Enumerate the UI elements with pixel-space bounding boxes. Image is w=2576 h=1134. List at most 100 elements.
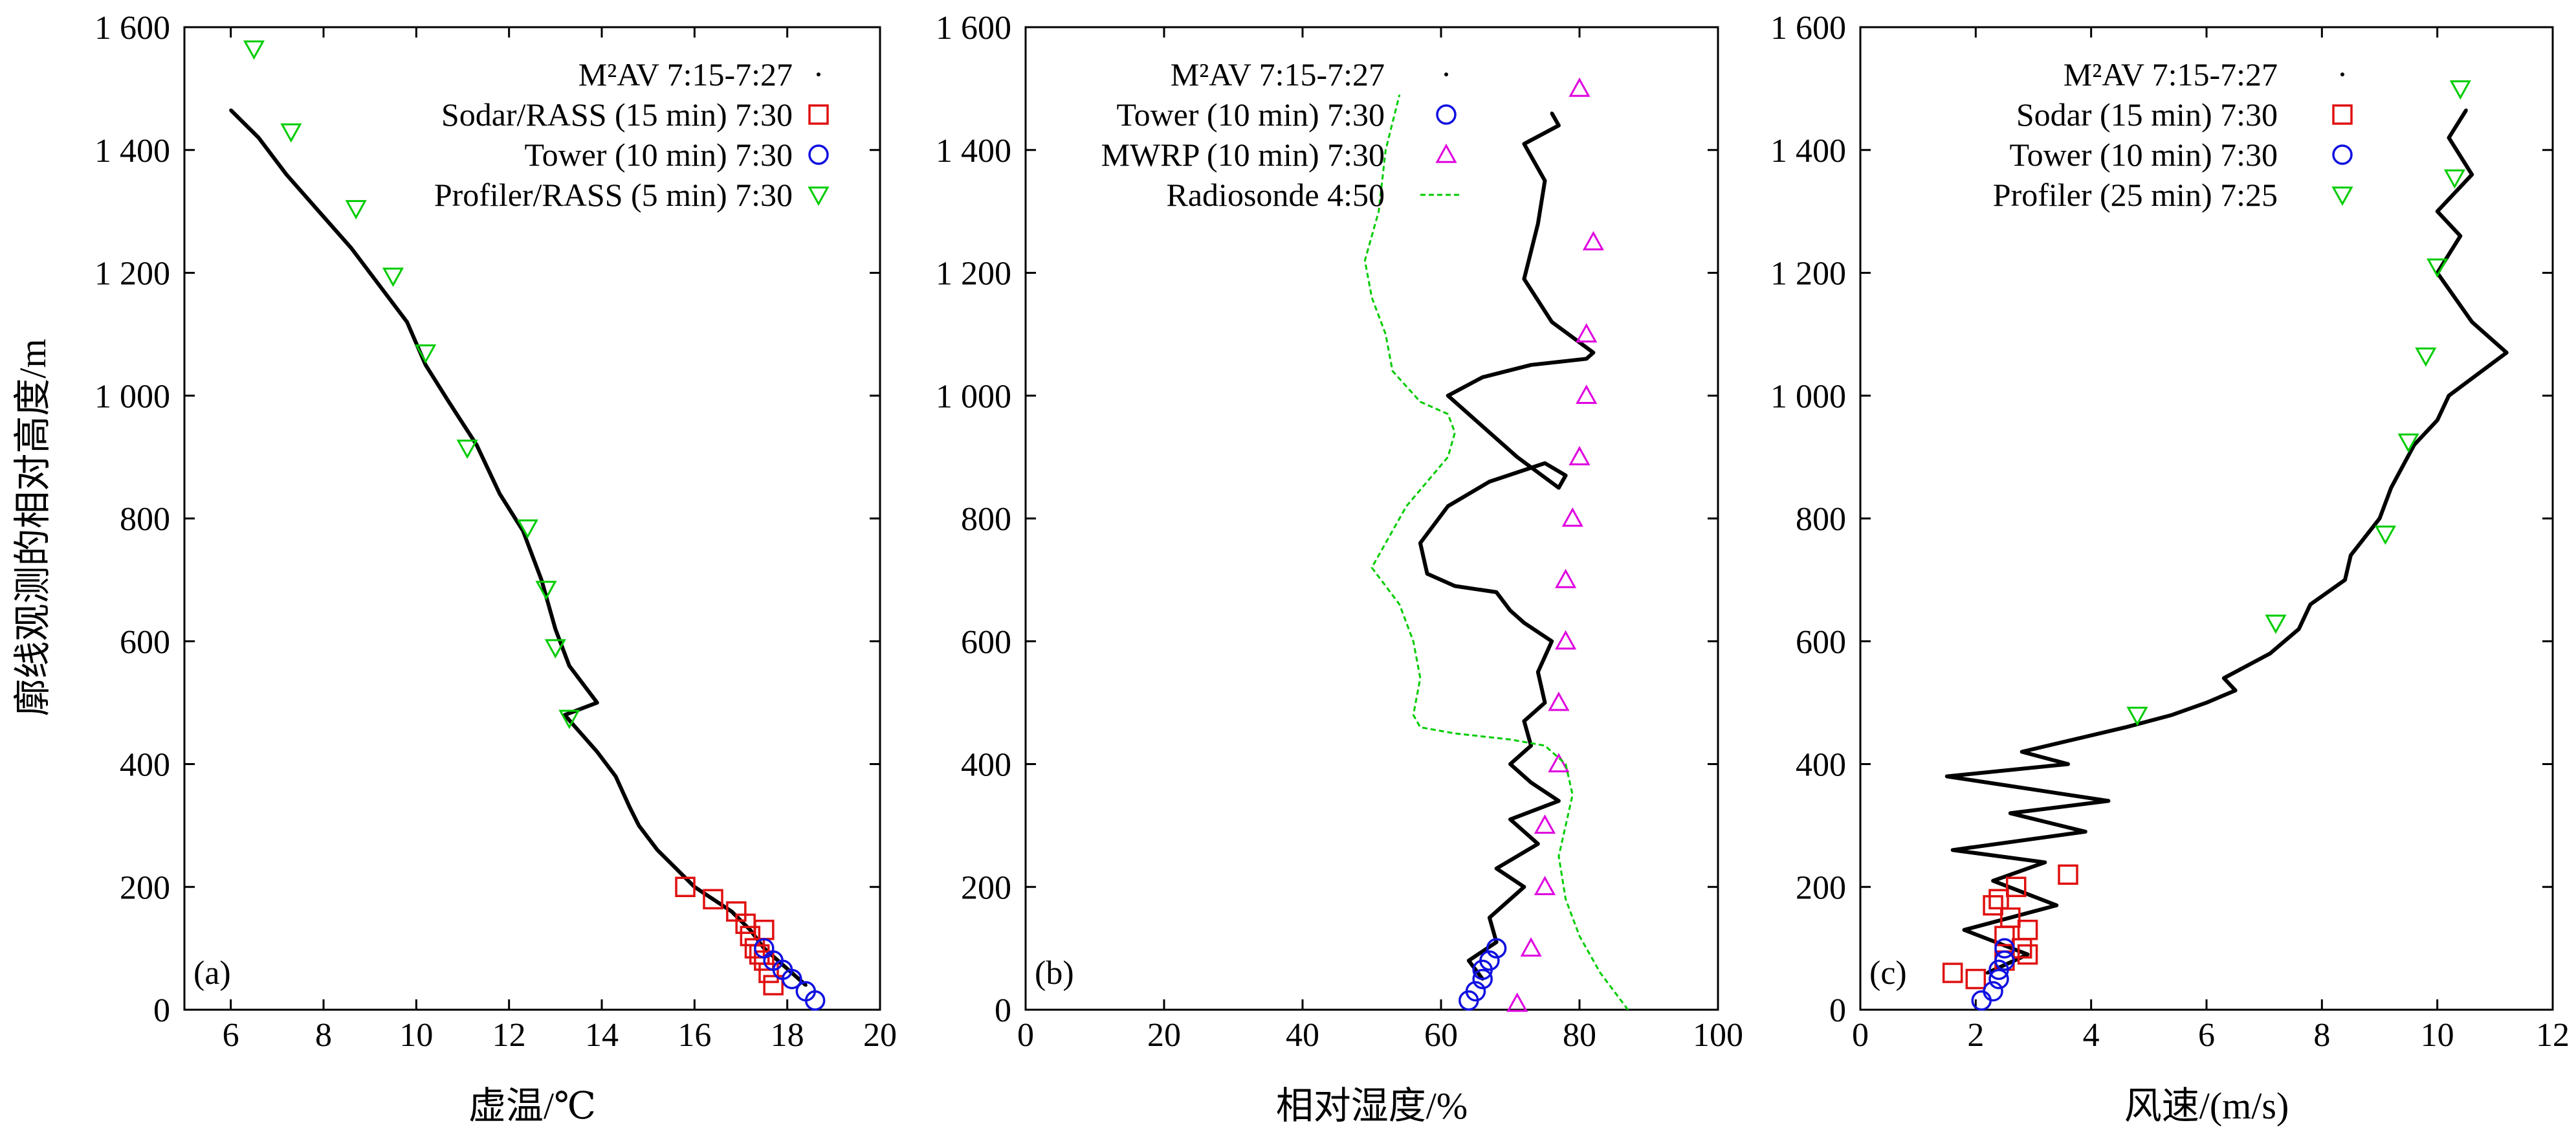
data-point bbox=[2447, 136, 2450, 140]
x-axis-label: 风速/(m/s) bbox=[2124, 1085, 2289, 1127]
x-tick-label: 10 bbox=[2421, 1017, 2454, 1054]
data-point bbox=[1569, 77, 1591, 97]
data-point bbox=[1534, 814, 1556, 834]
data-point bbox=[1508, 762, 1512, 766]
y-tick-label: 800 bbox=[1796, 501, 1846, 538]
x-tick-label: 20 bbox=[1147, 1017, 1181, 1054]
data-point bbox=[1495, 590, 1499, 594]
data-point bbox=[2427, 258, 2449, 278]
y-tick-label: 1 000 bbox=[94, 378, 170, 415]
data-point bbox=[1520, 937, 1542, 957]
legend-label: Tower (10 min) 7:30 bbox=[525, 137, 793, 173]
data-point bbox=[2505, 351, 2509, 355]
data-point bbox=[1486, 938, 1507, 959]
x-tick-label: 80 bbox=[1563, 1017, 1596, 1054]
data-point bbox=[2066, 762, 2070, 766]
data-point bbox=[2265, 614, 2287, 634]
data-point bbox=[553, 627, 557, 631]
x-axis-label: 虚温/℃ bbox=[468, 1085, 596, 1127]
data-point bbox=[758, 962, 779, 983]
x-tick-label: 8 bbox=[315, 1017, 332, 1054]
data-point bbox=[1994, 950, 2015, 971]
data-point bbox=[2124, 726, 2128, 729]
x-tick-label: 12 bbox=[492, 1017, 526, 1054]
data-point bbox=[1536, 222, 1540, 226]
panel-c: 0 2 4 6 8 10 12 0 200 400 600 800 1 000 1 200 1 400 1 6… bbox=[1770, 10, 2570, 1127]
data-point bbox=[2378, 517, 2381, 520]
x-tick-label: 12 bbox=[2536, 1017, 2570, 1054]
series bbox=[754, 938, 826, 1011]
legend-swatch bbox=[2340, 72, 2344, 76]
data-point bbox=[405, 320, 409, 324]
data-point bbox=[2297, 627, 2301, 631]
data-point bbox=[1522, 142, 1526, 146]
data-point bbox=[1963, 928, 1966, 932]
data-point bbox=[1988, 968, 2009, 990]
data-point bbox=[1991, 879, 1995, 883]
data-point bbox=[2470, 173, 2474, 177]
data-point bbox=[1550, 111, 1554, 115]
x-tick-label: 100 bbox=[1693, 1017, 1743, 1054]
legend-swatch bbox=[1435, 143, 1457, 163]
y-tick-label: 0 bbox=[995, 992, 1011, 1029]
legend-swatch bbox=[808, 104, 829, 125]
series bbox=[1506, 77, 1604, 1012]
data-point bbox=[1529, 744, 1533, 748]
y-tick-label: 1 400 bbox=[936, 133, 1011, 170]
data-point bbox=[614, 774, 617, 778]
data-point bbox=[280, 123, 302, 143]
y-tick-label: 0 bbox=[153, 992, 170, 1029]
data-point bbox=[675, 876, 696, 897]
data-point bbox=[1994, 926, 2015, 946]
data-point bbox=[1536, 670, 1540, 674]
data-point bbox=[1495, 940, 1499, 944]
x-axis-label: 相对湿度/% bbox=[1276, 1085, 1468, 1127]
data-point bbox=[1474, 418, 1477, 422]
data-point bbox=[1942, 962, 1963, 983]
y-tick-label: 400 bbox=[961, 747, 1011, 784]
x-tick-label: 10 bbox=[399, 1017, 433, 1054]
data-point bbox=[1446, 394, 1450, 397]
series bbox=[229, 108, 808, 987]
data-point bbox=[1426, 572, 1429, 575]
data-point bbox=[1983, 895, 2003, 916]
plot-frame bbox=[1024, 26, 1719, 1011]
series-line bbox=[229, 108, 808, 987]
data-point bbox=[1479, 950, 1500, 971]
data-point bbox=[1508, 608, 1512, 612]
legend-label: Profiler (25 min) 7:25 bbox=[1993, 177, 2278, 213]
x-tick-label: 6 bbox=[223, 1017, 239, 1054]
data-point bbox=[2470, 320, 2474, 324]
data-point bbox=[1453, 584, 1457, 588]
legend-label: M²AV 7:15-7:27 bbox=[1171, 56, 1385, 93]
data-point bbox=[567, 664, 571, 668]
data-point bbox=[2170, 713, 2174, 717]
data-point bbox=[2447, 394, 2450, 397]
data-point bbox=[1472, 968, 1493, 990]
x-tick-label: 6 bbox=[2198, 1017, 2215, 1054]
data-point bbox=[2205, 701, 2208, 705]
data-point bbox=[2436, 418, 2439, 422]
data-point bbox=[2006, 876, 2027, 897]
series bbox=[1459, 938, 1507, 1011]
data-point bbox=[2058, 864, 2078, 885]
data-point bbox=[456, 439, 478, 459]
data-point bbox=[1446, 504, 1450, 508]
data-point bbox=[2020, 750, 2024, 754]
data-point bbox=[1983, 981, 2003, 1002]
y-tick-label: 1 400 bbox=[1770, 133, 1846, 170]
data-point bbox=[2009, 811, 2012, 815]
data-point bbox=[655, 848, 659, 852]
data-point bbox=[1536, 842, 1540, 846]
data-point bbox=[1467, 959, 1471, 962]
series bbox=[243, 40, 580, 729]
data-point bbox=[1951, 848, 1955, 852]
data-point bbox=[285, 173, 289, 177]
y-tick-label: 400 bbox=[120, 747, 170, 784]
y-tick-label: 1 600 bbox=[94, 10, 170, 47]
y-tick-label: 1 600 bbox=[936, 10, 1011, 47]
data-point bbox=[2458, 234, 2462, 238]
data-point bbox=[1522, 885, 1526, 889]
